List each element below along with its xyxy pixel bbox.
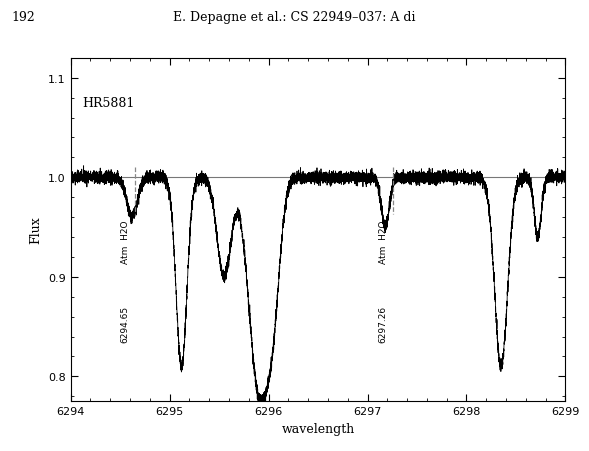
Text: 192: 192: [12, 11, 35, 24]
Y-axis label: Flux: Flux: [29, 216, 42, 244]
Text: E. Depagne et al.: CS 22949–037: A di: E. Depagne et al.: CS 22949–037: A di: [173, 11, 416, 24]
Text: Atm  H2O: Atm H2O: [379, 220, 388, 263]
Text: HR5881: HR5881: [82, 97, 135, 110]
Text: 6297.26: 6297.26: [379, 305, 388, 342]
X-axis label: wavelength: wavelength: [282, 422, 355, 435]
Text: Atm  H2O: Atm H2O: [121, 220, 130, 263]
Text: 6294.65: 6294.65: [121, 305, 130, 342]
